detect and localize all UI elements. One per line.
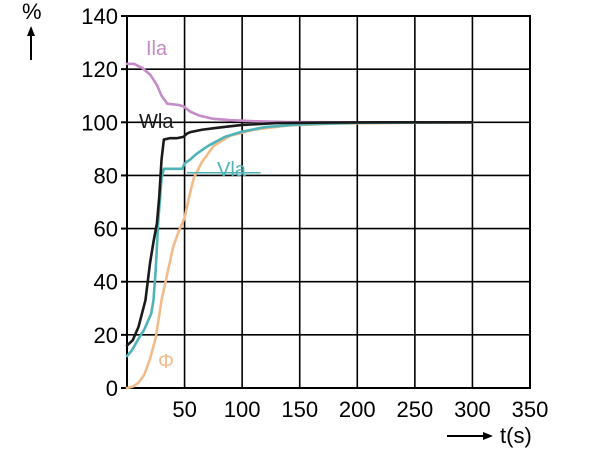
y-tick-label: 120 — [81, 57, 118, 82]
tick-labels: 0 20 40 60 80 100 120 140 50 100 150 200 250 300 350 — [81, 4, 548, 422]
x-tick-label: 350 — [512, 397, 549, 422]
x-tick-label: 300 — [454, 397, 491, 422]
y-tick-label: 100 — [81, 110, 118, 135]
x-tick-label: 50 — [172, 397, 196, 422]
y-axis-unit: % — [22, 0, 42, 24]
series-labels: Ila Wla Vla Φ — [139, 38, 261, 373]
y-tick-label: 40 — [94, 270, 118, 295]
series-line-vla — [125, 120, 474, 358]
x-tick-label: 200 — [339, 397, 376, 422]
y-tick-label: 0 — [106, 376, 118, 401]
series-label-ila: Ila — [146, 38, 168, 60]
x-tick-label: 250 — [396, 397, 433, 422]
x-axis-arrow-icon — [447, 432, 493, 440]
series-lines — [125, 62, 474, 390]
x-axis-label: t(s) — [500, 423, 532, 448]
y-tick-label: 60 — [94, 217, 118, 242]
series-label-vla: Vla — [217, 159, 247, 181]
y-tick-label: 20 — [94, 323, 118, 348]
grid — [127, 16, 530, 388]
y-axis-unit-label: % — [22, 0, 42, 24]
x-tick-label: 100 — [224, 397, 261, 422]
series-label-phi: Φ — [158, 351, 174, 373]
series-line-ila — [125, 62, 474, 124]
plot-border — [126, 15, 531, 389]
x-tick-label: 150 — [281, 397, 318, 422]
y-tick-label: 140 — [81, 4, 118, 29]
series-line-wla — [125, 120, 474, 347]
y-axis-arrow-icon — [27, 26, 35, 60]
plot-frame — [126, 15, 531, 389]
series-label-wla: Wla — [139, 111, 174, 133]
y-tick-label: 80 — [94, 163, 118, 188]
